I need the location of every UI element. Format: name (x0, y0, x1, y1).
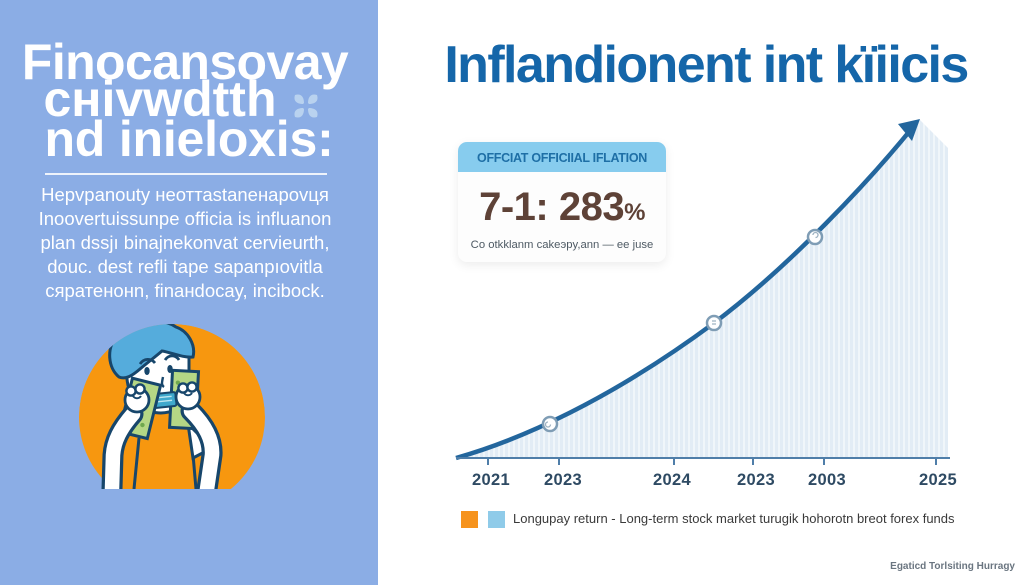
svg-text:2023: 2023 (737, 471, 775, 489)
svg-text:2023: 2023 (544, 471, 582, 489)
svg-text:2003: 2003 (808, 471, 846, 489)
svg-text:2024: 2024 (653, 471, 691, 489)
svg-text:2021: 2021 (472, 471, 510, 489)
svg-text:2025: 2025 (919, 471, 957, 489)
